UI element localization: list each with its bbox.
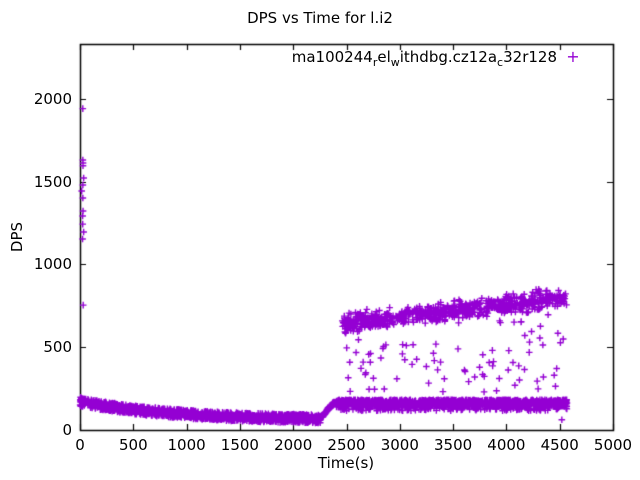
chart-title: DPS vs Time for l.i2 — [247, 9, 393, 27]
y-tick-label: 1000 — [33, 255, 72, 274]
x-tick-label: 500 — [118, 436, 148, 454]
x-tick-label: 1500 — [220, 436, 259, 454]
legend-plus-marker: + — [566, 47, 580, 66]
x-tick-label: 0 — [75, 436, 85, 454]
x-tick-label: 4500 — [540, 436, 579, 454]
y-axis-label: DPS — [8, 221, 26, 253]
y-tick-label: 2000 — [33, 89, 72, 108]
x-tick-label: 2000 — [274, 436, 313, 454]
x-tick-label: 5000 — [593, 436, 633, 454]
x-tick-label: 3500 — [434, 436, 473, 454]
x-tick-label: 3000 — [380, 436, 419, 454]
x-tick-label: 2500 — [327, 436, 366, 454]
y-tick-label: 1500 — [33, 172, 72, 191]
y-tick-label: 500 — [43, 338, 72, 357]
x-axis-label: Time(s) — [317, 454, 375, 472]
x-tick-label: 4000 — [487, 436, 526, 454]
legend-series-label: ma100244relwithdbg.cz12ac32r128 — [291, 48, 557, 69]
y-tick-label: 0 — [62, 421, 72, 439]
x-tick-label: 1000 — [167, 436, 206, 454]
